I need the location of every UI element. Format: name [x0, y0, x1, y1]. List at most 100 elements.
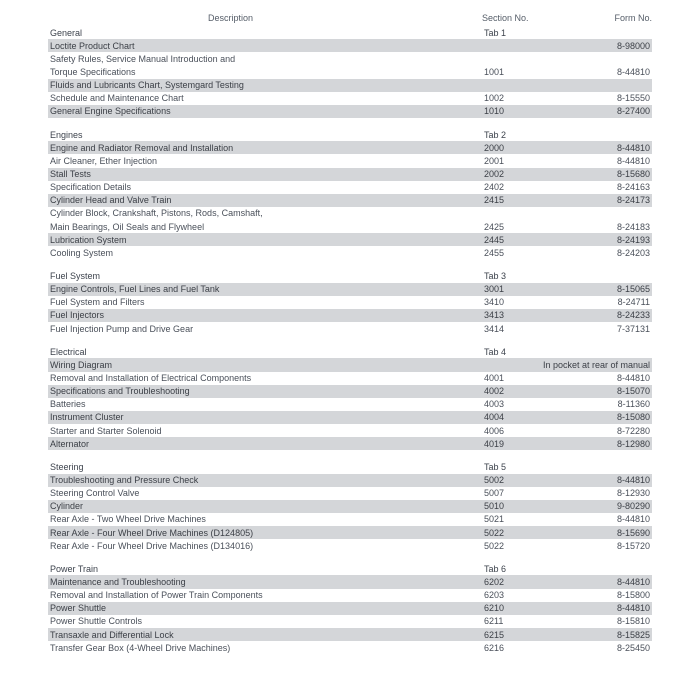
row-section: 2445 — [482, 233, 572, 246]
section-tab: Tab 4 — [482, 345, 572, 358]
header-description: Description — [48, 12, 482, 24]
section-header: Fuel SystemTab 3 — [48, 270, 652, 283]
section-tab: Tab 3 — [482, 270, 572, 283]
row-desc: Removal and Installation of Electrical C… — [48, 372, 482, 385]
toc-row: Air Cleaner, Ether Injection20018-44810 — [48, 154, 652, 167]
row-desc: Transfer Gear Box (4-Wheel Drive Machine… — [48, 641, 482, 654]
row-desc: Transaxle and Differential Lock — [48, 628, 482, 641]
row-form — [572, 52, 652, 65]
toc-row: Fuel System and Filters34108-24711 — [48, 296, 652, 309]
toc-row: Wiring DiagramIn pocket at rear of manua… — [48, 358, 652, 371]
toc-row: Engine Controls, Fuel Lines and Fuel Tan… — [48, 283, 652, 296]
toc-row: Fluids and Lubricants Chart, Systemgard … — [48, 79, 652, 92]
row-section: 2000 — [482, 141, 572, 154]
toc-row: Lubrication System24458-24193 — [48, 233, 652, 246]
row-section: 3413 — [482, 309, 572, 322]
toc-row: Rear Axle - Four Wheel Drive Machines (D… — [48, 526, 652, 539]
toc-row: Steering Control Valve50078-12930 — [48, 487, 652, 500]
toc-row: Torque Specifications10018-44810 — [48, 66, 652, 79]
toc-row: Batteries40038-11360 — [48, 398, 652, 411]
row-form: 8-15680 — [572, 168, 652, 181]
toc-row: Fuel Injection Pump and Drive Gear34147-… — [48, 322, 652, 335]
row-desc: Safety Rules, Service Manual Introductio… — [48, 52, 482, 65]
row-section — [482, 207, 572, 220]
row-form: 8-44810 — [572, 154, 652, 167]
row-section: 2002 — [482, 168, 572, 181]
row-form: 8-98000 — [572, 39, 652, 52]
toc-table: GeneralTab 1Loctite Product Chart8-98000… — [48, 26, 652, 654]
row-desc: Cylinder Head and Valve Train — [48, 194, 482, 207]
row-form: 8-15550 — [572, 92, 652, 105]
toc-row: Troubleshooting and Pressure Check50028-… — [48, 474, 652, 487]
section-title: Electrical — [48, 345, 482, 358]
toc-row: Engine and Radiator Removal and Installa… — [48, 141, 652, 154]
row-form: 8-15720 — [572, 539, 652, 552]
row-desc: Stall Tests — [48, 168, 482, 181]
row-desc: Fuel System and Filters — [48, 296, 482, 309]
section-title: Steering — [48, 460, 482, 473]
row-form: 8-27400 — [572, 105, 652, 118]
row-desc: Rear Axle - Two Wheel Drive Machines — [48, 513, 482, 526]
toc-row: Cylinder Block, Crankshaft, Pistons, Rod… — [48, 207, 652, 220]
row-desc: Steering Control Valve — [48, 487, 482, 500]
row-desc: Maintenance and Troubleshooting — [48, 575, 482, 588]
row-form: 8-44810 — [572, 602, 652, 615]
row-desc: Main Bearings, Oil Seals and Flywheel — [48, 220, 482, 233]
toc-row: Power Shuttle62108-44810 — [48, 602, 652, 615]
row-desc: Rear Axle - Four Wheel Drive Machines (D… — [48, 526, 482, 539]
row-desc: Instrument Cluster — [48, 411, 482, 424]
toc-row: Transaxle and Differential Lock62158-158… — [48, 628, 652, 641]
row-section — [482, 79, 572, 92]
section-header: SteeringTab 5 — [48, 460, 652, 473]
row-form: 8-15070 — [572, 385, 652, 398]
row-desc: Torque Specifications — [48, 66, 482, 79]
section-header: GeneralTab 1 — [48, 26, 652, 39]
row-form: 8-15800 — [572, 589, 652, 602]
row-section: 6215 — [482, 628, 572, 641]
toc-row: Removal and Installation of Power Train … — [48, 589, 652, 602]
row-form: 7-37131 — [572, 322, 652, 335]
row-form: 8-44810 — [572, 372, 652, 385]
toc-row: Fuel Injectors34138-24233 — [48, 309, 652, 322]
row-section: 6211 — [482, 615, 572, 628]
section-tab: Tab 6 — [482, 562, 572, 575]
row-form: 8-12980 — [572, 437, 652, 450]
row-desc: Starter and Starter Solenoid — [48, 424, 482, 437]
row-section: 2001 — [482, 154, 572, 167]
toc-row: Loctite Product Chart8-98000 — [48, 39, 652, 52]
row-section: 5022 — [482, 526, 572, 539]
toc-page: Description Section No. Form No. General… — [0, 0, 700, 700]
row-section: 6210 — [482, 602, 572, 615]
row-desc: Cooling System — [48, 246, 482, 259]
row-section: 6203 — [482, 589, 572, 602]
row-desc: Troubleshooting and Pressure Check — [48, 474, 482, 487]
row-form: 8-44810 — [572, 575, 652, 588]
section-tab: Tab 1 — [482, 26, 572, 39]
section-title: Fuel System — [48, 270, 482, 283]
row-desc: Fluids and Lubricants Chart, Systemgard … — [48, 79, 482, 92]
row-form: 8-44810 — [572, 141, 652, 154]
row-desc: Schedule and Maintenance Chart — [48, 92, 482, 105]
row-desc: Power Shuttle Controls — [48, 615, 482, 628]
row-section: 2425 — [482, 220, 572, 233]
row-section: 3410 — [482, 296, 572, 309]
toc-row: Maintenance and Troubleshooting62028-448… — [48, 575, 652, 588]
row-desc: Fuel Injectors — [48, 309, 482, 322]
row-form: 8-44810 — [572, 66, 652, 79]
section-header: ElectricalTab 4 — [48, 345, 652, 358]
section-header: Power TrainTab 6 — [48, 562, 652, 575]
toc-row: Safety Rules, Service Manual Introductio… — [48, 52, 652, 65]
row-section: 5010 — [482, 500, 572, 513]
row-form: 8-24173 — [572, 194, 652, 207]
row-form: 8-24193 — [572, 233, 652, 246]
section-title: Engines — [48, 128, 482, 141]
row-form: 8-12930 — [572, 487, 652, 500]
row-form — [572, 79, 652, 92]
row-form: 8-72280 — [572, 424, 652, 437]
toc-row: Schedule and Maintenance Chart10028-1555… — [48, 92, 652, 105]
row-desc: Engine and Radiator Removal and Installa… — [48, 141, 482, 154]
row-section: 6216 — [482, 641, 572, 654]
row-form: 8-15810 — [572, 615, 652, 628]
row-desc: Specifications and Troubleshooting — [48, 385, 482, 398]
row-section: 3001 — [482, 283, 572, 296]
